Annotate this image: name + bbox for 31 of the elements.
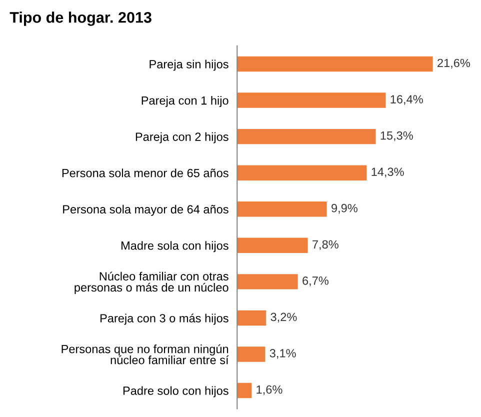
- data-label: 1,6%: [256, 385, 282, 396]
- bar: [237, 346, 266, 362]
- y-tick-label: Pareja con 3 o más hijos: [100, 314, 228, 325]
- data-label: 21,6%: [438, 58, 470, 69]
- data-label: 15,3%: [380, 131, 413, 142]
- data-label: 6,7%: [302, 276, 328, 286]
- data-label: 9,9%: [332, 204, 358, 214]
- y-tick-label: Personas que no forman ningún núcleo familiar entre sí: [62, 344, 229, 364]
- bar: [237, 310, 266, 326]
- y-tick-label: Padre solo con hijos: [123, 386, 228, 398]
- data-label: 16,4%: [390, 95, 423, 105]
- bar: [237, 274, 298, 290]
- data-label: 3,2%: [270, 312, 297, 323]
- bar: [237, 202, 327, 217]
- bar: [237, 56, 433, 72]
- bar: [237, 92, 386, 108]
- bar: [237, 128, 376, 144]
- y-tick-label: Persona sola mayor de 64 años: [63, 204, 228, 216]
- data-label: 14,3%: [372, 168, 404, 178]
- data-label: 7,8%: [312, 240, 338, 250]
- bar: [237, 238, 308, 254]
- y-tick-label: Pareja con 1 hijo: [142, 96, 228, 108]
- y-tick-label: Pareja con 2 hijos: [136, 132, 228, 144]
- y-tick-label: Pareja sin hijos: [150, 60, 228, 71]
- bar: [237, 165, 367, 180]
- data-label: 3,1%: [270, 349, 296, 359]
- y-tick-label: Persona sola menor de 65 años: [62, 168, 228, 178]
- y-tick-label: Madre sola con hijos: [122, 241, 228, 252]
- y-tick-label: Núcleo familiar con otras personas o más de un núcleo: [74, 272, 228, 294]
- text: Tipo de hogar. 2013: [10, 12, 152, 26]
- bar: [237, 382, 252, 398]
